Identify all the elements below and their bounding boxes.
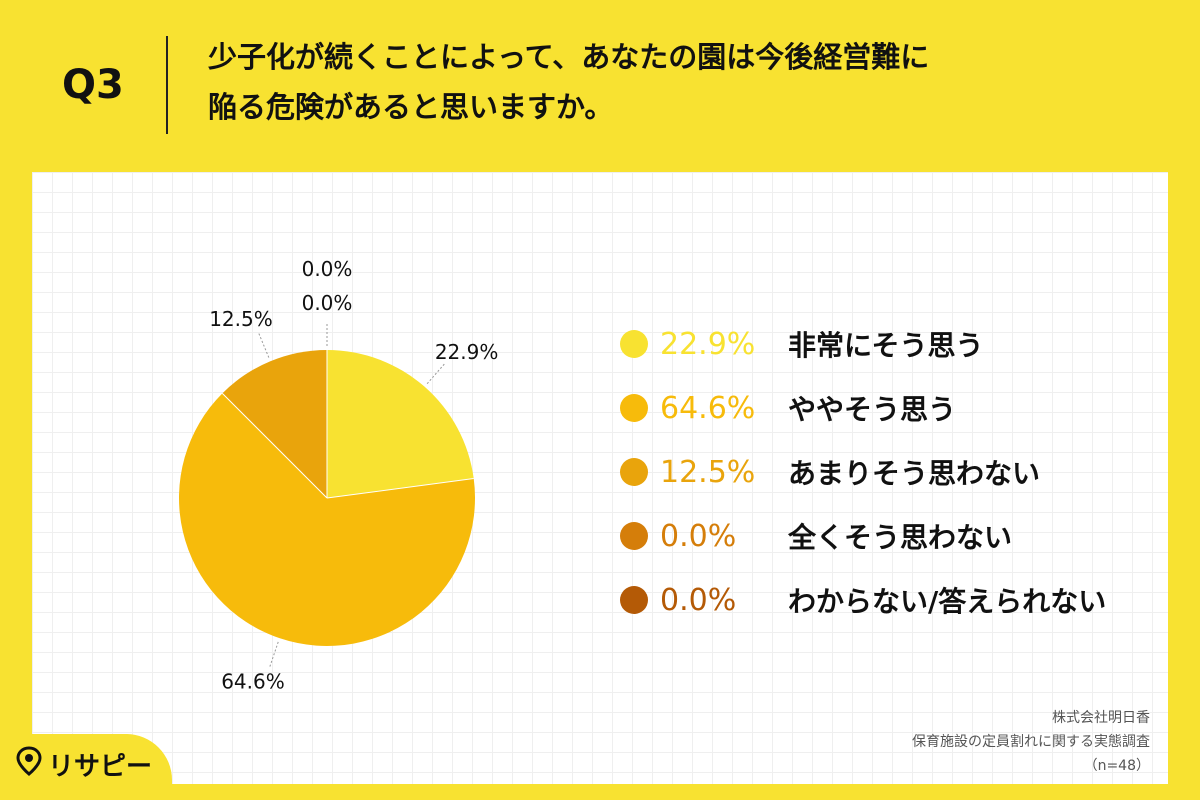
legend-value: 0.0% [660, 518, 737, 554]
logo-tab [0, 734, 172, 800]
legend-item: 0.0% 全くそう思わない [620, 504, 1106, 568]
source-note: 株式会社明日香 保育施設の定員割れに関する実態調査 （n=48） [912, 706, 1150, 778]
legend-swatch [620, 394, 648, 422]
legend-label: ややそう思う [788, 393, 957, 426]
data-label: 64.6% [221, 670, 285, 694]
source-survey: 保育施設の定員割れに関する実態調査 [912, 734, 1150, 750]
legend-swatch [620, 330, 648, 358]
legend-item: 22.9% 非常にそう思う [620, 312, 1106, 376]
question-number: Q3 [62, 62, 124, 108]
map-pin-icon [16, 746, 42, 783]
chart-panel: 22.9% 64.6% 12.5% 0.0% 0.0% 22.9% 非常にそう思う 64.6… [32, 172, 1168, 784]
legend-swatch [620, 586, 648, 614]
pie-slice [327, 350, 474, 498]
legend-item: 64.6% ややそう思う [620, 376, 1106, 440]
pie-chart: 22.9% 64.6% 12.5% 0.0% 0.0% [179, 257, 499, 694]
question-line-2: 陥る危険があると思いますか。 [208, 90, 614, 124]
logo: リサピー [16, 746, 152, 783]
data-label: 22.9% [435, 340, 499, 364]
legend-label: 非常にそう思う [788, 329, 984, 362]
slice-divider [326, 478, 474, 499]
legend-value: 22.9% [660, 326, 756, 362]
data-label: 0.0% [302, 257, 353, 281]
question-line-1: 少子化が続くことによって、あなたの園は今後経営難に [208, 40, 930, 74]
legend-value: 0.0% [660, 582, 737, 618]
legend-label: わからない/答えられない [788, 585, 1107, 618]
sample-size: （n=48） [1083, 758, 1150, 774]
legend-item: 12.5% あまりそう思わない [620, 440, 1106, 504]
logo-text: リサピー [48, 752, 153, 782]
slice-divider [221, 392, 328, 499]
question-header: Q3 少子化が続くことによって、あなたの園は今後経営難に 陥る危険があると思いま… [0, 0, 1200, 170]
data-label: 12.5% [209, 307, 273, 331]
pie-slice [222, 350, 327, 498]
question-text: 少子化が続くことによって、あなたの園は今後経営難に 陥る危険があると思いますか。 [208, 32, 1168, 132]
legend-label: あまりそう思わない [788, 457, 1041, 490]
leader-line [258, 333, 270, 358]
legend-swatch [620, 522, 648, 550]
legend-label: 全くそう思わない [788, 521, 1013, 554]
source-company: 株式会社明日香 [1052, 710, 1150, 726]
legend-swatch [620, 458, 648, 486]
legend-value: 64.6% [660, 390, 756, 426]
legend-item: 0.0% わからない/答えられない [620, 568, 1106, 632]
leader-line [426, 363, 445, 384]
pie-slice [179, 393, 475, 646]
leader-line [269, 641, 279, 667]
header-divider [166, 36, 168, 134]
legend-value: 12.5% [660, 454, 756, 490]
data-label: 0.0% [302, 291, 353, 315]
legend: 22.9% 非常にそう思う 64.6% ややそう思う 12.5% あまりそう思わない 0.0… [620, 312, 1106, 632]
